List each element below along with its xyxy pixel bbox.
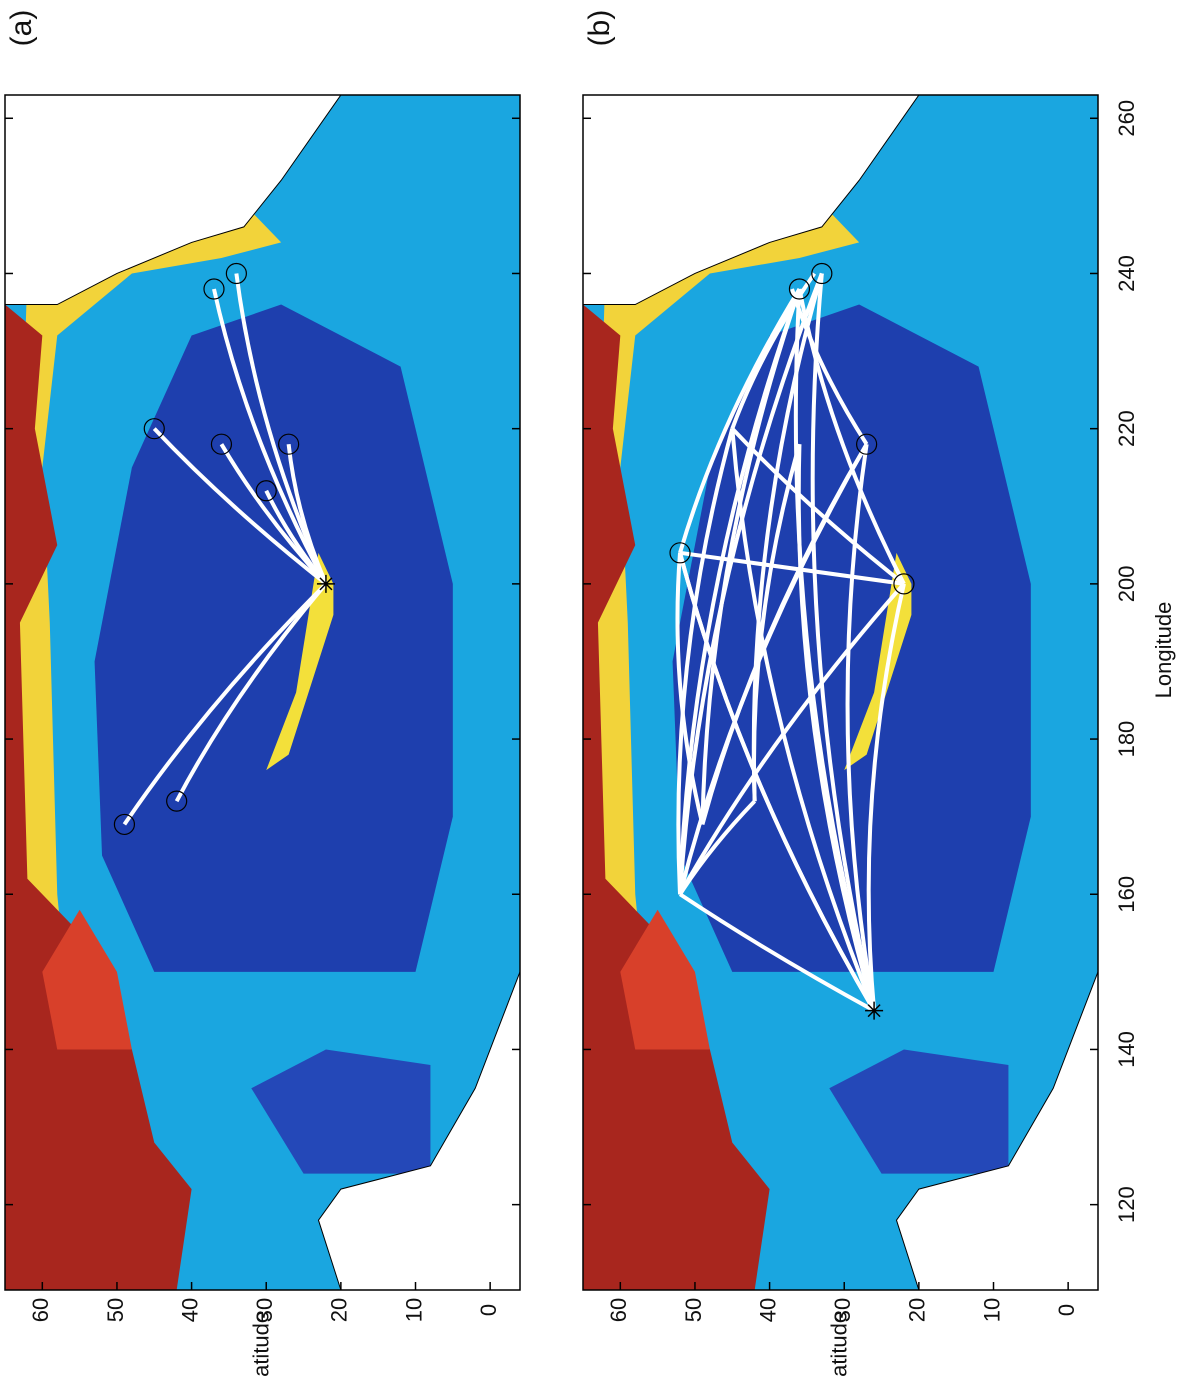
y-axis-label: Latitude (248, 1311, 273, 1376)
figure: 0102030405060Latitude(a)1201401601802002… (0, 0, 1186, 1376)
map-panel (583, 95, 1098, 1290)
x-tick-label: 120 (1114, 1186, 1139, 1223)
y-tick-label: 10 (401, 1298, 426, 1322)
y-tick-label: 20 (905, 1298, 930, 1322)
x-tick-label: 200 (1114, 566, 1139, 603)
y-axis-label: Latitude (826, 1311, 851, 1376)
y-tick-label: 60 (606, 1298, 631, 1322)
x-axis-label: Longitude (1151, 602, 1176, 699)
y-tick-label: 0 (476, 1304, 501, 1316)
panel-label: (b) (583, 10, 616, 47)
x-tick-label: 160 (1114, 876, 1139, 913)
y-tick-label: 0 (1054, 1304, 1079, 1316)
x-tick-label: 140 (1114, 1031, 1139, 1068)
y-tick-label: 60 (28, 1298, 53, 1322)
x-tick-label: 260 (1114, 100, 1139, 137)
y-tick-label: 10 (979, 1298, 1004, 1322)
y-tick-label: 40 (755, 1298, 780, 1322)
y-tick-label: 20 (327, 1298, 352, 1322)
x-tick-label: 240 (1114, 255, 1139, 292)
panel-label: (a) (5, 10, 38, 47)
map-panel (5, 95, 520, 1290)
y-tick-label: 50 (681, 1298, 706, 1322)
y-tick-label: 50 (103, 1298, 128, 1322)
x-tick-label: 180 (1114, 721, 1139, 758)
y-tick-label: 40 (177, 1298, 202, 1322)
x-tick-label: 220 (1114, 410, 1139, 447)
